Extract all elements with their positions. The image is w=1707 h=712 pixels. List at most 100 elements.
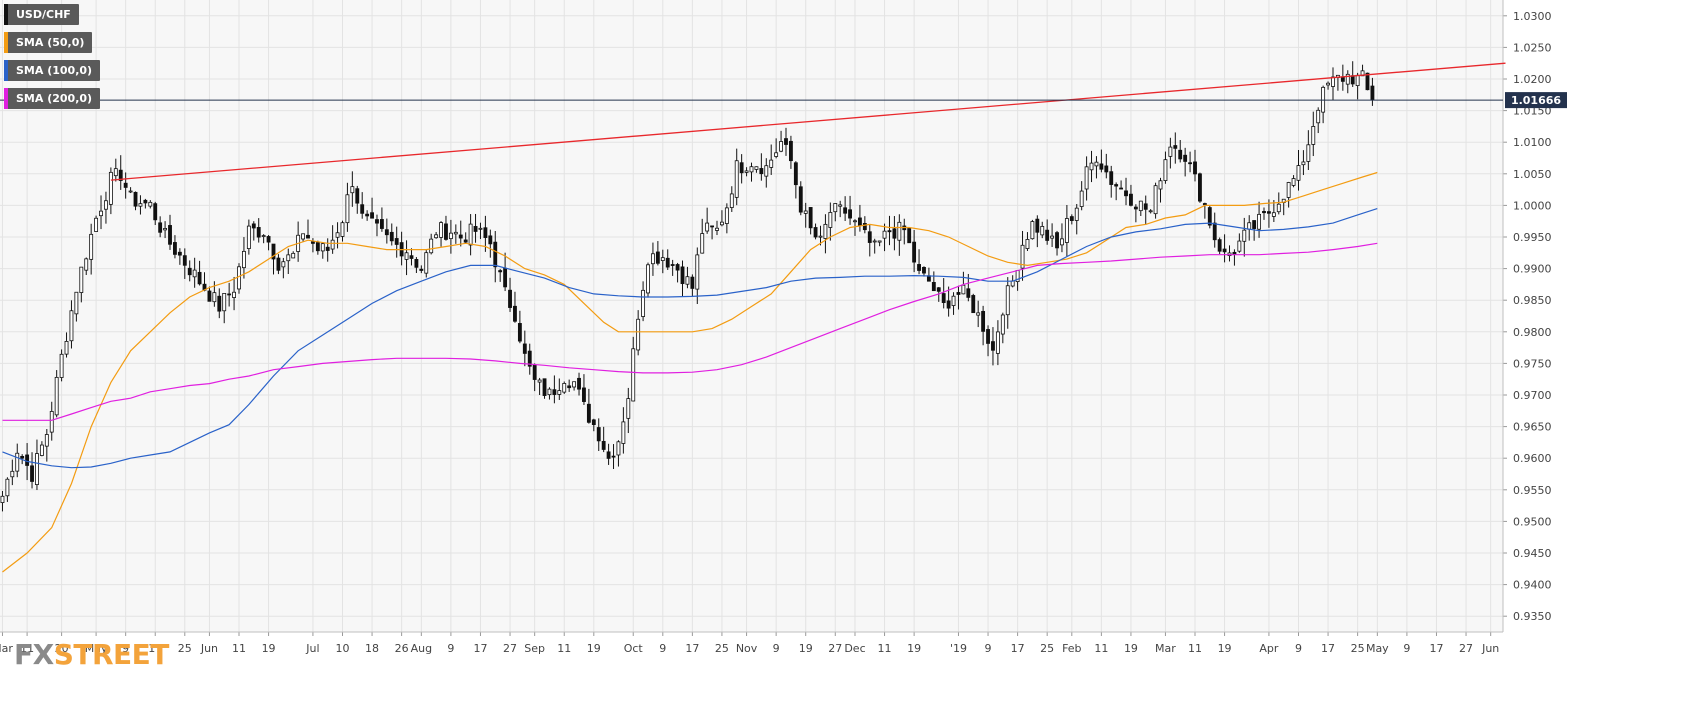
candle-body	[1114, 184, 1119, 187]
x-tick-label: 9	[659, 642, 666, 655]
candle-body	[695, 254, 700, 290]
candle-body	[655, 251, 660, 264]
candle-body	[818, 235, 823, 238]
candle-body	[848, 209, 852, 219]
candle-body	[143, 199, 148, 204]
candle-body	[1030, 221, 1035, 240]
x-tick-label: 9	[1295, 642, 1302, 655]
candle-body	[646, 264, 650, 294]
x-tick-label: 11	[1094, 642, 1108, 655]
legend-item-sma100[interactable]: SMA (100,0)	[4, 60, 101, 81]
candle-body	[1217, 239, 1222, 252]
x-tick-label: Apr	[1259, 642, 1279, 655]
candle-body	[513, 305, 517, 322]
candle-body	[690, 276, 695, 289]
candle-body	[508, 289, 512, 308]
y-tick-label: 0.9800	[1513, 326, 1552, 339]
candle-body	[917, 264, 921, 271]
candle-body	[734, 160, 739, 198]
candle-body	[99, 210, 103, 217]
y-tick-label: 1.0250	[1513, 41, 1552, 54]
candle-body	[641, 289, 646, 317]
x-tick-label: 17	[473, 642, 487, 655]
x-tick-label: 11	[557, 642, 571, 655]
candle-body	[1306, 144, 1311, 162]
candle-body	[961, 284, 966, 295]
candle-body	[606, 451, 611, 459]
candle-body	[922, 266, 926, 274]
candle-body	[118, 169, 123, 181]
chart-legend: USD/CHF SMA (50,0) SMA (100,0) SMA (200,…	[4, 4, 101, 116]
x-tick-label: 17	[1321, 642, 1335, 655]
candle-body	[384, 229, 389, 236]
candle-body	[54, 376, 59, 416]
candle-body	[1365, 72, 1370, 91]
candle-body	[744, 170, 749, 173]
candle-body	[853, 220, 857, 223]
candle-body	[1129, 193, 1133, 206]
candle-body	[1276, 203, 1281, 213]
candle-body	[187, 267, 192, 276]
candle-body	[557, 390, 562, 395]
candle-body	[991, 341, 995, 351]
price-tag-label: 1.01666	[1511, 94, 1561, 107]
candle-body	[724, 207, 729, 224]
y-tick-label: 1.0300	[1513, 10, 1552, 23]
x-tick-label: 25	[1040, 642, 1054, 655]
x-tick-label: Dec	[844, 642, 865, 655]
candle-body	[35, 453, 39, 485]
candle-body	[586, 403, 591, 423]
x-tick-label: Nov	[736, 642, 758, 655]
candle-body	[1266, 211, 1271, 214]
candle-body	[759, 168, 764, 175]
candle-body	[1311, 126, 1316, 145]
candle-body	[1005, 285, 1010, 316]
candle-body	[685, 276, 690, 285]
candle-body	[897, 221, 902, 241]
candle-body	[626, 398, 631, 419]
candle-body	[882, 230, 887, 239]
candle-body	[498, 270, 503, 273]
candle-body	[355, 188, 360, 204]
candle-body	[158, 222, 163, 233]
candle-body	[197, 271, 202, 285]
candle-body	[986, 329, 990, 344]
candle-body	[833, 203, 838, 213]
candle-body	[1247, 222, 1252, 230]
candle-body	[104, 200, 108, 210]
candle-body	[823, 223, 828, 239]
candle-body	[1069, 216, 1074, 221]
candle-body	[113, 168, 118, 177]
x-axis-panel	[0, 632, 1503, 712]
candle-body	[1286, 182, 1291, 198]
candle-body	[74, 291, 79, 315]
legend-item-usdchf[interactable]: USD/CHF	[4, 4, 79, 25]
legend-item-sma200[interactable]: SMA (200,0)	[4, 88, 101, 109]
x-tick-label: 9	[447, 642, 454, 655]
candle-body	[1020, 244, 1025, 269]
candle-body	[182, 255, 187, 266]
x-tick-label: 26	[395, 642, 409, 655]
candle-body	[1252, 220, 1257, 229]
candle-body	[1168, 146, 1173, 157]
candle-body	[325, 246, 330, 251]
legend-label: USD/CHF	[16, 8, 71, 21]
candle-body	[173, 242, 177, 255]
candle-body	[621, 421, 626, 444]
candle-body	[39, 444, 44, 456]
x-tick-label: 9	[985, 642, 992, 655]
y-tick-label: 0.9450	[1513, 547, 1552, 560]
x-tick-label: Jun	[1481, 642, 1499, 655]
candle-body	[148, 201, 153, 207]
legend-item-sma50[interactable]: SMA (50,0)	[4, 32, 93, 53]
candle-body	[286, 254, 291, 262]
candle-body	[379, 219, 384, 229]
candle-body	[345, 194, 350, 224]
x-tick-label: 17	[685, 642, 699, 655]
x-tick-label: May	[85, 642, 108, 655]
x-tick-label: 9	[773, 642, 780, 655]
candle-body	[1124, 190, 1128, 197]
candle-body	[414, 259, 419, 268]
